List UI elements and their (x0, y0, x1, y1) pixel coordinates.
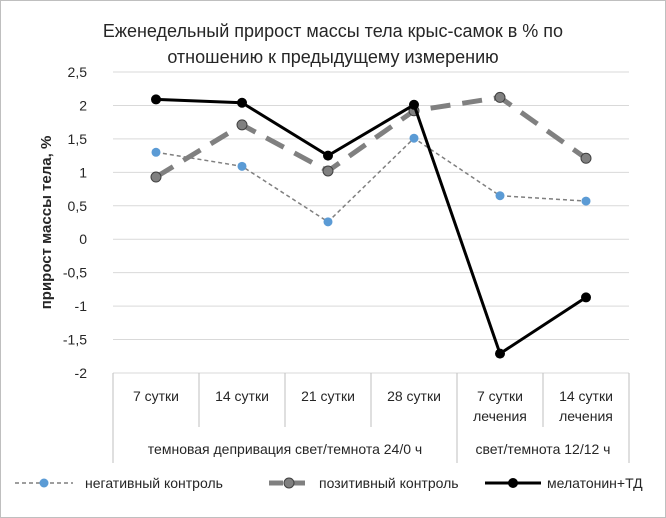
data-point (409, 133, 419, 143)
x-category-label: 7 сутки (133, 388, 179, 404)
data-point (237, 97, 247, 108)
data-point (581, 292, 591, 303)
x-category-label: 7 сутки (477, 388, 523, 404)
legend-label: позитивный контроль (319, 475, 459, 491)
series-line-1 (155, 137, 587, 223)
data-point (151, 94, 161, 105)
x-category-label: лечения (473, 408, 527, 424)
y-tick-label: 0,5 (68, 198, 88, 214)
x-category-label: 28 сутки (387, 388, 441, 404)
y-tick-label: 1,5 (68, 131, 88, 147)
chart-title-line: Еженедельный прирост массы тела крыс-сам… (103, 21, 563, 41)
y-tick-label: 2 (79, 97, 87, 113)
y-tick-label: -2 (75, 365, 88, 381)
x-category-label: 14 сутки (215, 388, 269, 404)
y-tick-label: -1,5 (63, 332, 87, 348)
data-point (495, 191, 505, 201)
data-point (323, 150, 333, 161)
series-line-2 (154, 94, 588, 180)
legend-label: негативный контроль (85, 475, 223, 491)
data-point (494, 91, 506, 103)
x-group-label: свет/темнота 12/12 ч (476, 441, 611, 457)
legend-swatch-marker (283, 477, 295, 489)
data-point (409, 99, 419, 110)
y-tick-label: 1 (79, 164, 87, 180)
data-point (151, 147, 161, 157)
data-point (236, 119, 248, 131)
y-tick-label: -0,5 (63, 265, 87, 281)
x-group-label: темновая депривация свет/темнота 24/0 ч (148, 441, 422, 457)
y-axis-label: прирост массы тела, % (38, 136, 55, 310)
x-category-label: 21 сутки (301, 388, 355, 404)
y-tick-label: -1 (75, 298, 88, 314)
chart-title-line: отношению к предыдущему измерению (167, 47, 498, 67)
data-point (323, 217, 333, 227)
data-point (581, 196, 591, 206)
y-tick-label: 0 (79, 231, 87, 247)
y-tick-label: 2,5 (68, 64, 88, 80)
x-category-label: лечения (559, 408, 613, 424)
x-category-label: 14 сутки (559, 388, 613, 404)
data-point (237, 161, 247, 171)
data-point (150, 171, 162, 183)
data-point (580, 152, 592, 164)
data-point (322, 165, 334, 177)
data-point (495, 348, 505, 359)
legend-swatch-marker (508, 478, 518, 488)
legend-swatch-marker (39, 478, 49, 488)
legend-label: мелатонин+ТД (547, 475, 643, 491)
series-line-3 (155, 97, 587, 356)
